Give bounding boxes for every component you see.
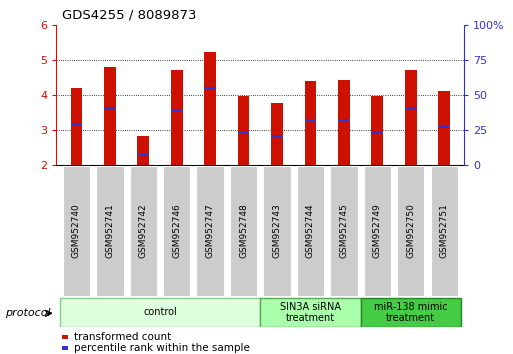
FancyBboxPatch shape — [397, 166, 424, 296]
Text: transformed count: transformed count — [74, 332, 172, 342]
FancyBboxPatch shape — [361, 298, 461, 326]
Text: GSM952747: GSM952747 — [206, 204, 215, 258]
Text: GSM952749: GSM952749 — [373, 204, 382, 258]
FancyBboxPatch shape — [60, 298, 260, 326]
Bar — [238, 96, 249, 165]
FancyBboxPatch shape — [163, 166, 190, 296]
FancyBboxPatch shape — [96, 166, 124, 296]
Text: GDS4255 / 8089873: GDS4255 / 8089873 — [62, 9, 196, 22]
Text: GSM952748: GSM952748 — [239, 204, 248, 258]
Text: GSM952744: GSM952744 — [306, 204, 315, 258]
Bar — [137, 136, 149, 165]
Text: GSM952750: GSM952750 — [406, 204, 416, 258]
FancyBboxPatch shape — [130, 166, 157, 296]
Bar — [405, 69, 417, 165]
FancyBboxPatch shape — [230, 166, 258, 296]
FancyBboxPatch shape — [297, 166, 324, 296]
Text: GSM952743: GSM952743 — [272, 204, 282, 258]
Text: GSM952751: GSM952751 — [440, 204, 449, 258]
Bar — [137, 154, 149, 156]
Bar — [204, 87, 216, 89]
Text: control: control — [143, 307, 177, 318]
Text: GSM952742: GSM952742 — [139, 204, 148, 258]
Bar — [171, 70, 183, 165]
Bar — [438, 91, 450, 165]
Bar — [305, 119, 317, 121]
Bar — [271, 103, 283, 165]
Bar — [305, 81, 317, 165]
Bar — [71, 124, 83, 125]
Text: GSM952745: GSM952745 — [340, 204, 348, 258]
FancyBboxPatch shape — [263, 166, 291, 296]
Bar — [405, 107, 417, 109]
Bar — [438, 126, 450, 128]
Bar — [271, 135, 283, 137]
Text: SIN3A siRNA
treatment: SIN3A siRNA treatment — [280, 302, 341, 323]
FancyBboxPatch shape — [430, 166, 458, 296]
FancyBboxPatch shape — [260, 298, 361, 326]
Text: GSM952740: GSM952740 — [72, 204, 81, 258]
Text: percentile rank within the sample: percentile rank within the sample — [74, 343, 250, 353]
Bar — [104, 107, 116, 109]
Bar — [371, 132, 383, 134]
Text: protocol: protocol — [5, 308, 51, 318]
FancyBboxPatch shape — [364, 166, 391, 296]
Text: GSM952741: GSM952741 — [105, 204, 114, 258]
Bar — [338, 80, 350, 165]
FancyBboxPatch shape — [63, 166, 90, 296]
Bar — [204, 52, 216, 165]
Text: miR-138 mimic
treatment: miR-138 mimic treatment — [374, 302, 447, 323]
Bar — [171, 109, 183, 112]
Bar — [71, 88, 83, 165]
Bar — [104, 67, 116, 165]
FancyBboxPatch shape — [330, 166, 358, 296]
Text: GSM952746: GSM952746 — [172, 204, 181, 258]
Bar — [338, 119, 350, 121]
Bar — [238, 132, 249, 134]
Bar — [371, 96, 383, 165]
FancyBboxPatch shape — [196, 166, 224, 296]
